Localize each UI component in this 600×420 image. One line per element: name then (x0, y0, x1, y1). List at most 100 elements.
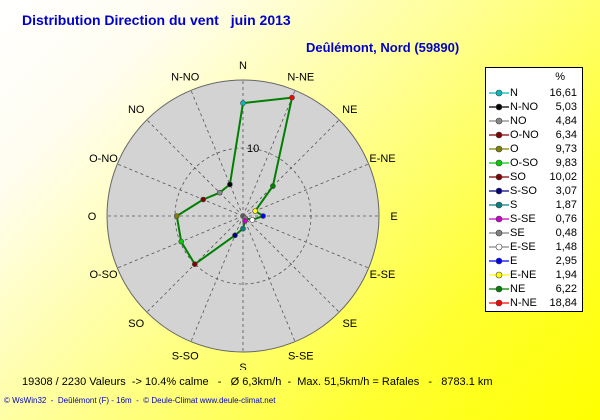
direction-label-e: E (390, 211, 397, 223)
legend-item-o-no: O-NO 6,34 (486, 128, 582, 142)
legend-value: 18,84 (549, 297, 577, 309)
data-points (174, 94, 295, 268)
legend-swatch (489, 215, 509, 223)
legend-value: 1,87 (555, 199, 577, 211)
legend-name: E-SE (510, 241, 536, 253)
legend-name: O (510, 143, 519, 155)
direction-label-n-ne: N-NE (287, 72, 314, 84)
direction-label-o: O (88, 211, 97, 223)
legend-swatch (489, 257, 509, 265)
legend-value: 3,07 (555, 185, 577, 197)
legend-item-o-so: O-SO 9,83 (486, 156, 582, 170)
legend-swatch (489, 173, 509, 181)
direction-label-se: SE (342, 318, 357, 330)
legend-swatch (489, 131, 509, 139)
data-point-no (216, 189, 223, 196)
grid-spoke (242, 163, 369, 217)
legend-name: S-SO (510, 185, 537, 197)
legend-name: NO (510, 115, 527, 127)
legend-unit: % (555, 71, 565, 83)
legend-name: N-NO (510, 101, 539, 113)
legend-item-se: SE 0,48 (486, 226, 582, 240)
legend-value: 9,83 (555, 157, 577, 169)
direction-label-s: S (239, 362, 246, 370)
legend-name: E (510, 255, 518, 267)
legend-item-ne: NE 6,22 (486, 282, 582, 296)
legend-swatch (489, 145, 509, 153)
data-point-e-se (249, 217, 256, 223)
legend-name: NE (510, 283, 526, 295)
grid-spoke (242, 119, 340, 217)
legend-item-s-so: S-SO 3,07 (486, 184, 582, 198)
data-point-o (174, 213, 180, 219)
grid-spoke (242, 215, 369, 269)
data-point-o-no (200, 196, 206, 203)
wind-rose-chart: N N-NE NE E-NE E E-SE SE S-SE S S-SO SO O-SO O O-NO NO… (88, 60, 398, 370)
direction-label-e-ne: E-NE (369, 153, 395, 165)
legend-swatch (489, 103, 509, 111)
ring-label: 10 (247, 143, 259, 155)
legend-value: 0,76 (555, 213, 577, 225)
direction-label-n-no: N-NO (171, 72, 200, 84)
direction-label-s-so: S-SO (172, 351, 199, 363)
period-text: juin 2013 (230, 12, 291, 28)
legend-value: 5,03 (555, 101, 577, 113)
legend-name: N (510, 87, 518, 99)
legend-value: 2,95 (555, 255, 577, 267)
data-point-ne (270, 183, 276, 189)
legend-name: S (510, 199, 518, 211)
legend-swatch (489, 187, 509, 195)
legend-swatch (489, 89, 509, 97)
legend-item-e-se: E-SE 1,48 (486, 240, 582, 254)
legend: % N 16,61 N-NO 5,03 NO 4,84 O-NO 6,34 O 9,73 O-SO 9… (485, 67, 583, 312)
grid-spoke (242, 90, 296, 217)
title-text: Distribution Direction du vent (22, 12, 219, 28)
legend-value: 6,22 (555, 283, 577, 295)
data-point-e (260, 213, 266, 219)
stats-line: 19308 / 2230 Valeurs -> 10.4% calme - Ø … (22, 376, 493, 388)
legend-name: SE (510, 227, 525, 239)
direction-label-e-se: E-SE (370, 269, 396, 281)
legend-value: 0,48 (555, 227, 577, 239)
direction-label-o-no: O-NO (89, 153, 118, 165)
data-point-e-ne (252, 208, 258, 214)
direction-labels: N N-NE NE E-NE E E-SE SE S-SE S S-SO SO O-SO O O-NO NO… (88, 60, 398, 370)
data-point-so (192, 261, 198, 268)
grid-spoke (242, 215, 340, 313)
legend-swatch (489, 243, 509, 251)
legend-item-e-ne: E-NE 1,94 (486, 268, 582, 282)
legend-name: SO (510, 171, 526, 183)
legend-name: N-NE (510, 297, 537, 309)
legend-item-so: SO 10,02 (486, 170, 582, 184)
legend-swatch (489, 285, 509, 293)
polar-grid (106, 79, 380, 353)
legend-swatch (489, 299, 509, 307)
grid-spoke (190, 215, 244, 342)
grid-spoke (146, 119, 244, 217)
grid-spoke (242, 215, 296, 342)
data-point-s-se (242, 218, 248, 224)
legend-item-n-ne: N-NE 18,84 (486, 296, 582, 310)
data-point-n-ne (289, 94, 295, 101)
legend-item-e: E 2,95 (486, 254, 582, 268)
data-point-n (240, 100, 246, 106)
legend-swatch (489, 159, 509, 167)
direction-label-so: SO (128, 318, 144, 330)
legend-item-no: NO 4,84 (486, 114, 582, 128)
legend-item-o: O 9,73 (486, 142, 582, 156)
direction-label-no: NO (128, 104, 145, 116)
legend-item-s: S 1,87 (486, 198, 582, 212)
direction-label-s-se: S-SE (288, 351, 314, 363)
direction-label-o-so: O-SO (89, 269, 118, 281)
footer-credits: © WsWin32 - Deûlémont (F) - 16m - © Deul… (4, 396, 276, 405)
grid-spoke (117, 163, 244, 217)
legend-item-s-se: S-SE 0,76 (486, 212, 582, 226)
data-point-n-no (227, 181, 233, 188)
data-point-s-so (232, 232, 238, 239)
direction-label-n: N (239, 60, 247, 72)
legend-value: 1,94 (555, 269, 577, 281)
legend-swatch (489, 117, 509, 125)
legend-value: 6,34 (555, 129, 577, 141)
station-name: Deûlémont, Nord (59890) (306, 40, 460, 55)
